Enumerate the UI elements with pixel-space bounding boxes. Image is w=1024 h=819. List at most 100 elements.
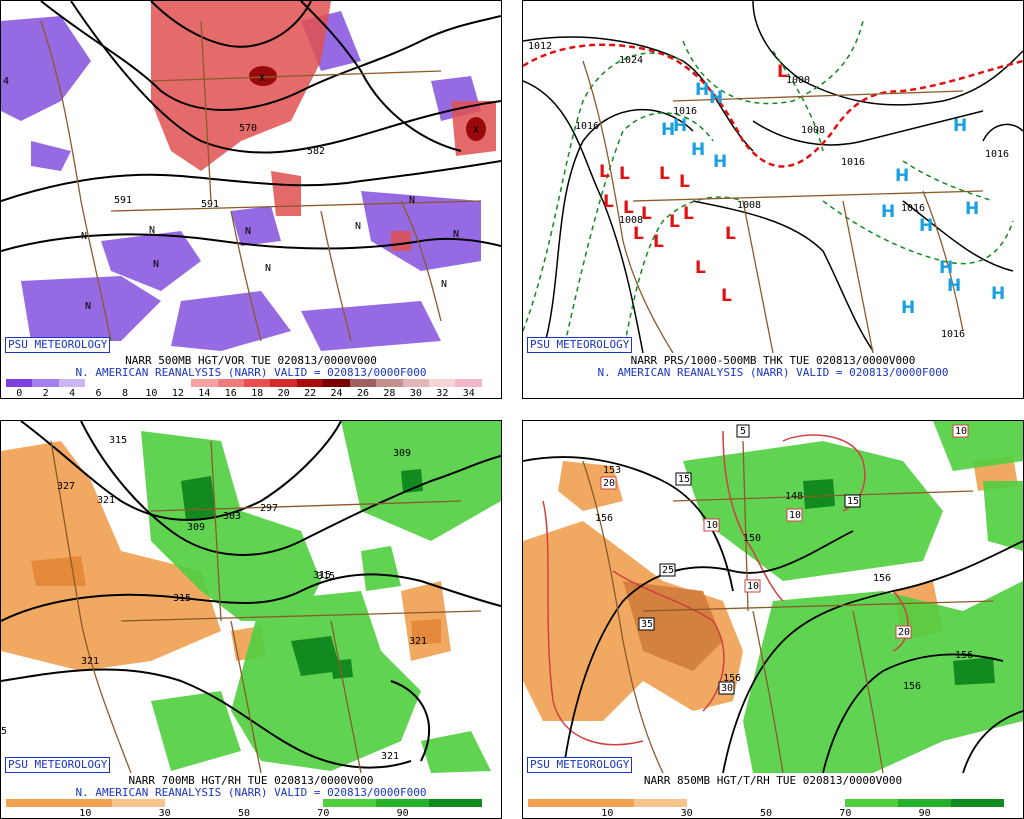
contour-label: 309 <box>187 522 205 533</box>
pressure-map: 1012 1024 1016 1016 1016 1016 1008 1008 … <box>523 1 1023 353</box>
colorbar-swatch <box>429 799 483 807</box>
contour-label: 321 <box>81 656 99 667</box>
contour-label: 315 <box>317 571 335 582</box>
min-marker: N <box>153 259 159 270</box>
colorbar-swatch <box>898 799 952 807</box>
colorbar-tick-label: 22 <box>304 388 317 399</box>
contour-label: 153 <box>603 465 621 476</box>
high-marker: H <box>991 284 1005 304</box>
panel-700mb-hgt-rh: 315 327 321 309 303 297 315 315 321 321 … <box>0 420 502 819</box>
panel-pressure-thickness: 1012 1024 1016 1016 1016 1016 1008 1008 … <box>522 0 1024 399</box>
isobar-labels: 1012 1024 1016 1016 1016 1016 1008 1008 … <box>528 41 1009 340</box>
high-marker: H <box>691 140 705 160</box>
svg-text:10: 10 <box>706 520 718 531</box>
colorbar-tick-label: 30 <box>409 388 422 399</box>
min-marker: N <box>265 263 271 274</box>
colorbar-tick-label: 8 <box>121 388 129 399</box>
colorbar-swatch <box>845 799 899 807</box>
svg-text:10: 10 <box>747 581 759 592</box>
colorbar-tick-label: 24 <box>330 388 343 399</box>
colorbar-tick-label: 50 <box>759 808 773 819</box>
low-marker: L <box>721 286 732 306</box>
colorbar-swatch <box>528 799 581 807</box>
high-pressure-markers: H H H H H H H H H H H H H H H <box>661 80 1005 318</box>
isobar-label: 1012 <box>528 41 552 52</box>
max-marker: X <box>473 125 479 136</box>
colorbar-tick-label: 70 <box>839 808 852 819</box>
contour-label: 150 <box>743 533 761 544</box>
moist-shading <box>141 421 501 773</box>
colorbar-swatch <box>686 799 740 807</box>
extrema-markers: N N N N N N N N N N X X <box>81 73 479 312</box>
high-marker: H <box>939 258 953 278</box>
low-marker: L <box>619 164 630 184</box>
min-marker: N <box>409 195 415 206</box>
colorbar-tick-label: 0 <box>16 388 23 399</box>
colorbar-swatch <box>429 379 456 387</box>
contour-label: 297 <box>260 503 278 514</box>
contour-labels: 570 582 591 591 4 <box>3 76 325 210</box>
isobar-label: 1000 <box>786 75 810 86</box>
colorbar-swatch <box>376 799 430 807</box>
temp-label-box: 20 <box>600 476 617 490</box>
low-marker: L <box>679 172 690 192</box>
colorbar-labels: 0 2 4 6 8 10 12 14 16 18 20 22 24 26 28 30 32 34 <box>6 389 482 399</box>
isobar-label: 1016 <box>985 149 1009 160</box>
colorbar-swatch <box>951 799 1005 807</box>
colorbar-tick-label: 90 <box>396 808 409 819</box>
contour-label: 327 <box>57 481 75 492</box>
low-marker: L <box>633 224 644 244</box>
contour-label: 148 <box>785 491 803 502</box>
colorbar-tick-label: 4 <box>69 388 76 399</box>
colorbar-swatch <box>402 379 429 387</box>
geography-borders <box>582 60 984 353</box>
colorbar-labels: 10 30 50 70 90 <box>528 809 1004 819</box>
colorbar-tick-label: 18 <box>251 388 264 399</box>
moist-shading <box>683 421 1023 773</box>
colorbar-swatch <box>32 379 59 387</box>
high-marker: H <box>881 202 895 222</box>
low-marker: L <box>777 62 788 82</box>
colorbar-tick-label: 6 <box>95 388 102 399</box>
colorbar-swatch <box>6 799 59 807</box>
low-marker: L <box>599 162 610 182</box>
contour-label: 321 <box>97 495 115 506</box>
high-marker: H <box>901 298 915 318</box>
temp-label-box: 10 <box>744 579 761 593</box>
colorbar <box>6 799 483 807</box>
map-title: NARR 700MB HGT/RH TUE 020813/0000V000 <box>128 774 374 787</box>
colorbar-swatch <box>217 379 244 387</box>
colorbar-swatch <box>217 799 271 807</box>
colorbar-swatch <box>85 379 112 387</box>
colorbar-swatch <box>138 379 165 387</box>
contour-label: 315 <box>173 593 191 604</box>
svg-text:25: 25 <box>662 565 674 576</box>
contour-label: 156 <box>903 681 921 692</box>
colorbar-swatch <box>58 379 86 387</box>
temperature-labels: 20 15 10 15 25 35 30 10 20 10 10 5 10 <box>600 424 969 695</box>
high-marker: H <box>661 120 675 140</box>
map-title: NARR 500MB HGT/VOR TUE 020813/0000V000 <box>125 354 377 367</box>
colorbar-tick-label: 32 <box>436 388 449 399</box>
geography-borders <box>40 20 482 342</box>
low-marker: L <box>659 164 670 184</box>
temp-label-box: 10 <box>786 508 803 522</box>
colorbar-tick-label: 50 <box>237 808 251 819</box>
colorbar-tick-label: 10 <box>145 388 158 399</box>
contour-label: 4 <box>3 76 9 87</box>
temp-label-box: 20 <box>895 625 912 639</box>
map-title: NARR 850MB HGT/T/RH TUE 020813/0000V000 <box>643 774 903 787</box>
colorbar-tick-label: 14 <box>198 388 211 399</box>
temp-label-box: 25 <box>659 563 676 577</box>
geography-borders <box>582 440 994 773</box>
colorbar-swatch <box>164 379 192 387</box>
low-pressure-markers: L L L L L L L L L L L L L L L <box>599 62 788 306</box>
saturated-shading <box>803 479 995 685</box>
max-marker: X <box>259 73 265 84</box>
psu-meteorology-logo: PSU METEOROLOGY <box>5 337 111 353</box>
isobars <box>523 1 1023 353</box>
contour-labels: 315 327 321 309 303 297 315 315 321 321 … <box>1 435 427 762</box>
svg-text:20: 20 <box>898 627 910 638</box>
temp-label-box: 5 <box>736 424 750 438</box>
low-marker: L <box>695 258 706 278</box>
